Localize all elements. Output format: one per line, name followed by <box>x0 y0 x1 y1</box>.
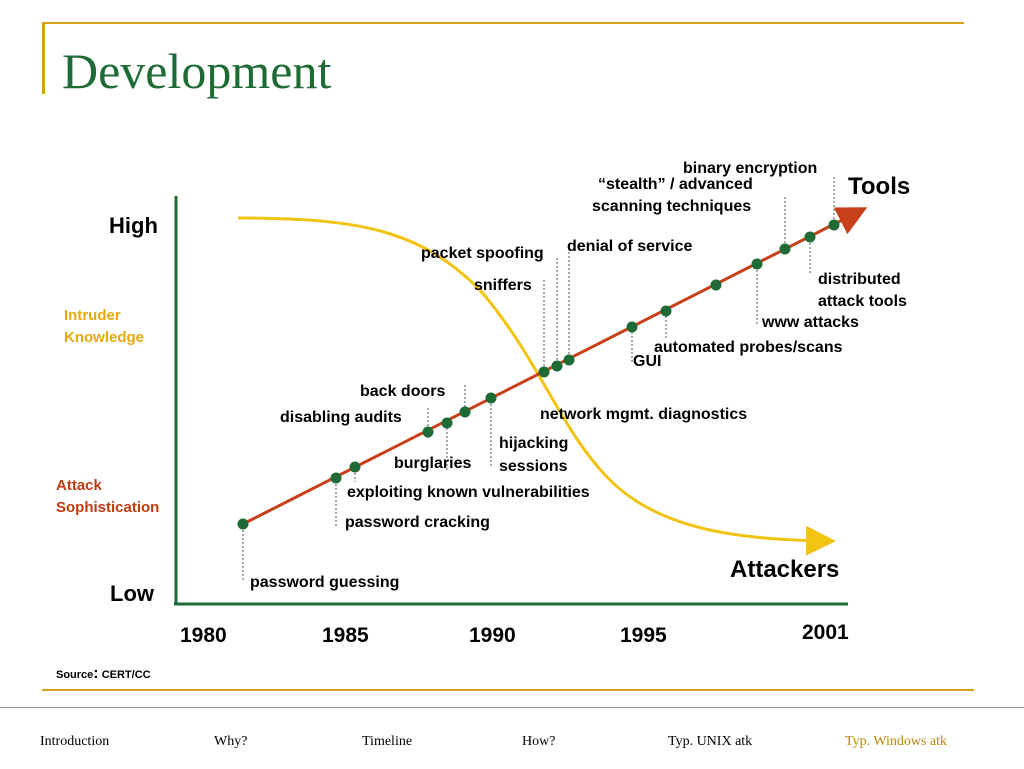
x-tick-1985: 1985 <box>322 624 369 647</box>
attackers-label: Attackers <box>730 556 839 583</box>
point-password-guessing <box>237 518 249 530</box>
point-back-doors <box>459 406 471 418</box>
label-stealth-line2: scanning techniques <box>592 198 751 215</box>
x-tick-1995: 1995 <box>620 624 667 647</box>
label-back-doors: back doors <box>360 383 445 400</box>
label-stealth-line1: “stealth” / advanced <box>598 176 753 193</box>
nav-why[interactable]: Why? <box>214 734 248 749</box>
label-gui: GUI <box>633 353 661 370</box>
point-exploiting <box>349 461 361 473</box>
label-stealth: “stealth” / advanced scanning techniques <box>592 176 757 215</box>
point-password-cracking <box>330 472 342 484</box>
label-password-cracking: password cracking <box>345 514 490 531</box>
label-hijacking-line2: sessions <box>499 458 568 475</box>
label-sniffers: sniffers <box>474 277 532 294</box>
nav-timeline[interactable]: Timeline <box>362 734 413 749</box>
label-distributed: distributed attack tools <box>818 271 907 310</box>
bottom-rule <box>42 689 974 691</box>
attackers-curve <box>237 216 836 556</box>
intruder-knowledge-label: Intruder Knowledge <box>64 307 144 346</box>
page-title: Development <box>62 43 332 99</box>
point-www-attacks <box>751 258 763 270</box>
point-automated-probes <box>660 305 672 317</box>
tools-label: Tools <box>848 173 910 200</box>
label-burglaries: burglaries <box>394 455 471 472</box>
point-stealth <box>779 243 791 255</box>
label-www-attacks: www attacks <box>761 314 859 331</box>
slide-navigation: Introduction Why? Timeline How? Typ. UNI… <box>0 707 1024 769</box>
tool-points <box>237 219 840 530</box>
x-tick-1990: 1990 <box>469 624 516 647</box>
point-binary-encryption <box>828 219 840 231</box>
point-disabling-audits <box>422 426 434 438</box>
source-colon: : <box>93 665 99 682</box>
source-note: Source: CERT/CC <box>56 665 151 683</box>
point-hijacking <box>485 392 497 404</box>
nav-introduction[interactable]: Introduction <box>40 734 110 749</box>
point-packet-spoofing <box>551 360 563 372</box>
intruder-knowledge-line1: Intruder <box>64 307 121 324</box>
point-distributed <box>804 231 816 243</box>
attack-sophistication-line2: Sophistication <box>56 499 159 516</box>
label-distributed-line1: distributed <box>818 271 901 288</box>
left-rule <box>42 22 45 94</box>
y-high-label: High <box>109 213 158 238</box>
attack-sophistication-line1: Attack <box>56 477 103 494</box>
label-distributed-line2: attack tools <box>818 293 907 310</box>
label-disabling-audits: disabling audits <box>280 409 402 426</box>
point-gui <box>626 321 638 333</box>
label-binary-encryption: binary encryption <box>683 160 817 177</box>
development-chart: password guessing password cracking expl… <box>56 160 910 647</box>
connectors <box>242 175 835 580</box>
label-hijacking-line1: hijacking <box>499 435 568 452</box>
nav-how[interactable]: How? <box>522 734 556 749</box>
x-tick-2001: 2001 <box>802 621 849 644</box>
label-automated-probes: automated probes/scans <box>654 339 843 356</box>
nav-typ-windows-atk[interactable]: Typ. Windows atk <box>845 734 948 749</box>
label-exploiting: exploiting known vulnerabilities <box>347 484 590 501</box>
label-hijacking: hijacking sessions <box>499 435 573 475</box>
label-denial-of-service: denial of service <box>567 238 692 255</box>
source-text: CERT/CC <box>101 669 151 681</box>
x-tick-1980: 1980 <box>180 624 227 647</box>
label-password-guessing: password guessing <box>250 574 399 591</box>
top-rule <box>42 22 964 24</box>
y-low-label: Low <box>110 581 155 606</box>
source-label: Source <box>56 669 94 681</box>
label-packet-spoofing: packet spoofing <box>421 245 544 262</box>
attack-sophistication-label: Attack Sophistication <box>56 477 159 516</box>
point-burglaries <box>441 417 453 429</box>
point-sniffers <box>538 366 550 378</box>
label-network-mgmt: network mgmt. diagnostics <box>540 406 747 423</box>
point-network-mgmt <box>710 279 722 291</box>
nav-typ-unix-atk[interactable]: Typ. UNIX atk <box>668 734 753 749</box>
intruder-knowledge-line2: Knowledge <box>64 329 144 346</box>
point-denial-of-service <box>563 354 575 366</box>
